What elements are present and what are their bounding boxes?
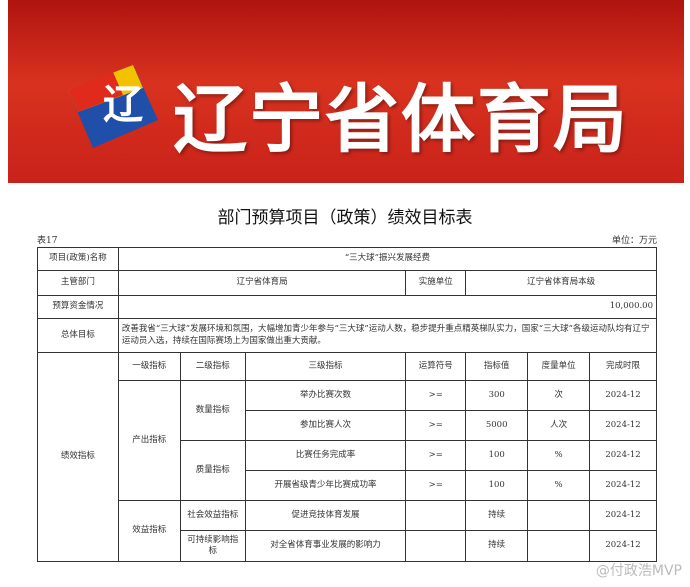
cell: 2024-12 (589, 440, 657, 471)
table-row: 总体目标 改善我省“三大球”发展环境和氛围，大幅增加青少年参与“三大球”运动人数，… (37, 318, 658, 353)
header: 一级指标 (117, 352, 181, 381)
cell: >= (405, 380, 467, 411)
cell: % (527, 470, 591, 501)
level2: 可持续影响指标 (179, 530, 246, 562)
cell: 2024-12 (589, 530, 657, 562)
header: 运算符号 (405, 352, 467, 381)
cell: 促进竞技体育发展 (244, 500, 407, 531)
level2: 数量指标 (179, 380, 246, 441)
label: 总体目标 (37, 318, 119, 353)
cell: 100 (465, 440, 529, 471)
performance-table: 项目(政策)名称 “三大球”振兴发展经费 主管部门 辽宁省体育局 实施单位 辽宁省体育局… (37, 247, 658, 562)
cell: 参加比赛人次 (244, 410, 407, 441)
table-row: 可持续影响指标 对全省体育事业发展的影响力 持续 2024-12 (38, 530, 657, 562)
cell: 300 (465, 380, 529, 411)
unit-label: 单位：万元 (611, 236, 657, 246)
cell: 100 (465, 470, 529, 501)
header: 完成时限 (589, 352, 657, 381)
cell (527, 530, 591, 562)
cell: >= (405, 410, 467, 441)
banner-title: 辽宁省体育局 (173, 77, 629, 163)
table-row: 项目(政策)名称 “三大球”振兴发展经费 (37, 247, 658, 271)
label: 项目(政策)名称 (37, 247, 119, 271)
cell: 举办比赛次数 (244, 380, 407, 411)
logo-icon: 辽 (68, 65, 158, 148)
table-row: 参加比赛人次 >= 5000 人次 2024-12 (38, 410, 657, 441)
header: 三级指标 (244, 352, 407, 381)
impl-unit: 辽宁省体育局本级 (465, 270, 657, 296)
cell: 次 (527, 380, 591, 411)
table-row: 质量指标 比赛任务完成率 >= 100% 2024-12 (38, 440, 657, 501)
cell: 2024-12 (589, 470, 657, 501)
document-title: 部门预算项目（政策）绩效目标表 (217, 208, 473, 228)
cell (405, 500, 467, 531)
cell: 5000 (465, 410, 529, 441)
header-banner: 辽 辽宁省体育局 (8, 0, 684, 183)
cell: 2024-12 (589, 410, 657, 441)
cell: >= (405, 470, 467, 501)
level2: 质量指标 (179, 440, 246, 501)
header: 度量单位 (527, 352, 591, 381)
header: 二级指标 (179, 352, 246, 381)
cell: 比赛任务完成率 (244, 440, 407, 471)
label: 预算资金情况 (37, 295, 119, 319)
goal: 改善我省“三大球”发展环境和氛围，大幅增加青少年参与“三大球”运动人数，稳步提升… (117, 318, 658, 353)
cell: % (527, 440, 591, 471)
cell: 人次 (527, 410, 591, 441)
table-number: 表17 (37, 236, 58, 246)
cell: >= (405, 440, 467, 471)
cell: 持续 (465, 530, 529, 562)
cell: 持续 (465, 500, 529, 531)
cell: 开展省级青少年比赛成功率 (244, 470, 407, 501)
cell: 对全省体育事业发展的影响力 (244, 530, 407, 562)
budget: 10,000.00 (117, 295, 658, 319)
cell (405, 530, 467, 562)
level1: 产出指标 (117, 380, 181, 501)
cell (527, 500, 591, 531)
header: 指标值 (465, 352, 529, 381)
table-row: 主管部门 辽宁省体育局 实施单位 辽宁省体育局本级 (37, 270, 657, 296)
level1: 效益指标 (117, 500, 181, 562)
project-name: “三大球”振兴发展经费 (117, 247, 658, 271)
level2: 社会效益指标 (179, 500, 246, 531)
svg-text:辽: 辽 (103, 81, 143, 128)
table-row: 绩效指标 一级指标 二级指标 三级指标 运算符号 指标值 度量单位 完成时限 (37, 352, 657, 562)
watermark: @付政浩MVP (595, 563, 682, 579)
label: 主管部门 (37, 270, 119, 296)
dept: 辽宁省体育局 (117, 270, 407, 296)
cell: 2024-12 (589, 380, 657, 411)
label: 实施单位 (405, 270, 467, 296)
table-row: 产出指标 数量指标 举办比赛次数 >= 300 次 2024-12 (38, 380, 657, 501)
perf-label: 绩效指标 (37, 352, 119, 562)
table-row: 效益指标 社会效益指标 促进竞技体育发展 持续 2024-12 (38, 500, 657, 562)
cell: 2024-12 (589, 500, 657, 531)
table-row: 预算资金情况 10,000.00 (37, 295, 658, 319)
